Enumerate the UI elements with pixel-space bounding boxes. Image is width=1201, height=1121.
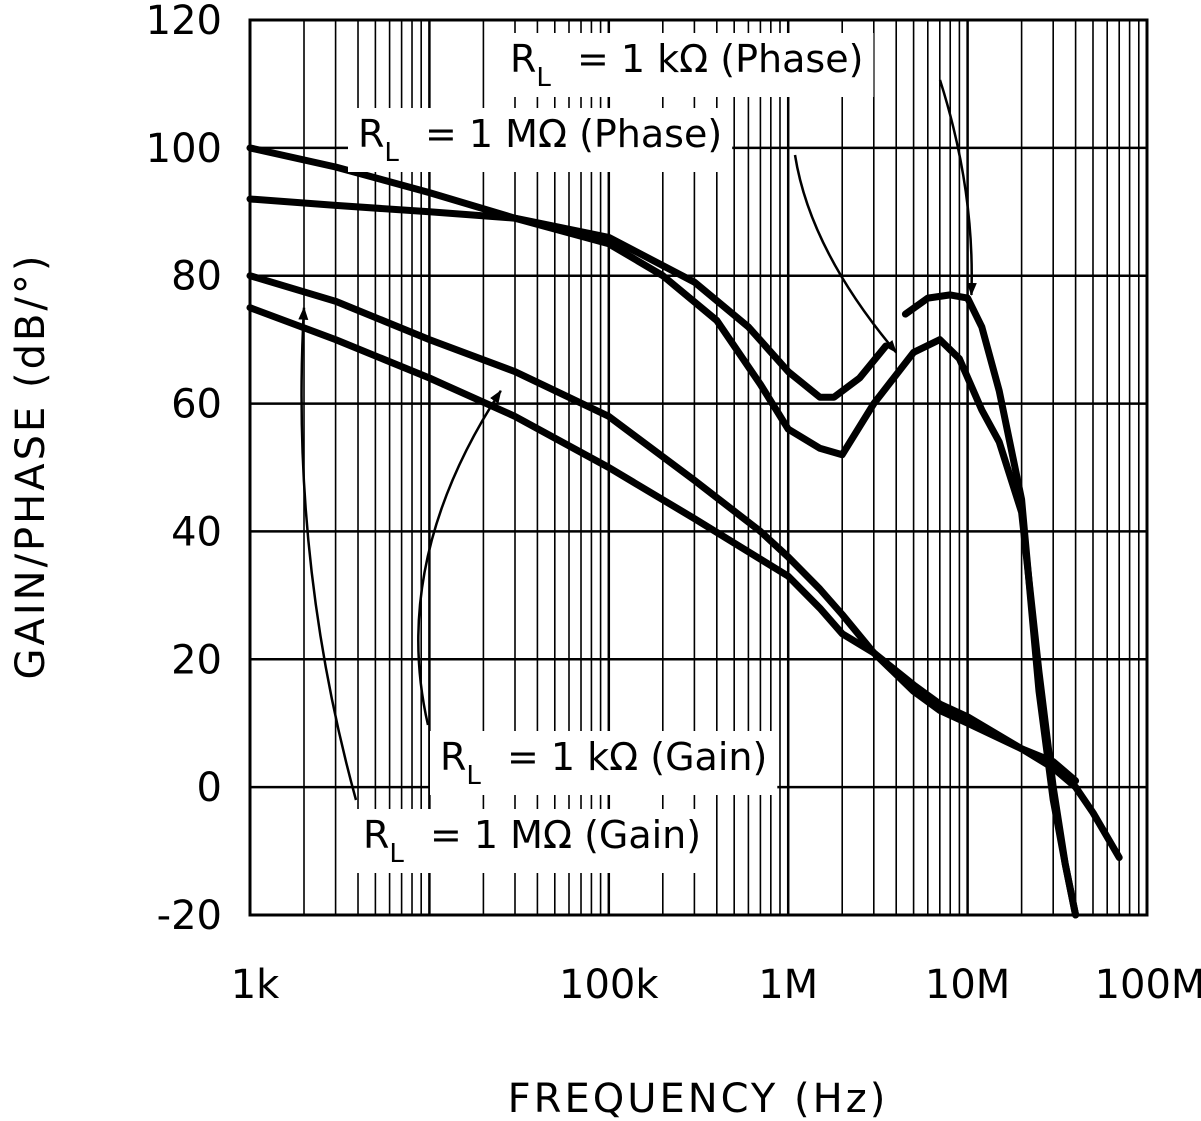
label-background	[430, 731, 778, 795]
y-tick-label: 0	[197, 765, 222, 811]
y-tick-label: 80	[171, 254, 222, 300]
series-line-1	[246, 195, 890, 401]
label-rest: = 1 MΩ (Phase)	[413, 112, 722, 156]
series-line-4	[246, 272, 1080, 785]
label-main: R	[358, 112, 384, 156]
label-background	[500, 33, 874, 97]
label-subscript: L	[389, 839, 404, 869]
series-label-text: RL = 1 kΩ (Phase)	[510, 37, 863, 93]
y-tick-label: -20	[157, 893, 222, 939]
y-tick-label: 100	[146, 126, 222, 172]
label-subscript: L	[384, 138, 399, 168]
series-line-1-segment-2	[901, 291, 1080, 919]
y-tick-label: 20	[171, 637, 222, 683]
series-label-2: RL = 1 MΩ (Phase)	[348, 108, 733, 172]
series-label-3: RL = 1 kΩ (Gain)	[430, 731, 778, 795]
y-tick-label: 120	[146, 0, 222, 44]
annotation-arrow	[417, 389, 502, 726]
label-subscript: L	[536, 63, 551, 93]
label-rest: = 1 MΩ (Gain)	[418, 813, 701, 857]
annotations: RL = 1 kΩ (Phase)RL = 1 MΩ (Phase)RL = 1…	[298, 33, 977, 873]
annotation-arrow	[938, 79, 977, 296]
series-line-2	[246, 144, 1080, 919]
y-axis-title: GAIN/PHASE (dB/°)	[8, 252, 54, 679]
x-axis-title: FREQUENCY (Hz)	[508, 1076, 889, 1121]
label-rest: = 1 kΩ (Gain)	[495, 735, 767, 779]
series-line-3	[246, 304, 1123, 861]
series-layer	[246, 144, 1123, 919]
series-label-text: RL = 1 kΩ (Gain)	[440, 735, 767, 791]
label-background	[353, 809, 712, 873]
series-label-1: RL = 1 kΩ (Phase)	[500, 33, 874, 97]
annotation-arrow	[793, 154, 898, 354]
label-subscript: L	[466, 761, 481, 791]
plot-frame	[248, 18, 1149, 917]
label-main: R	[363, 813, 389, 857]
x-tick-label: 1M	[758, 962, 818, 1008]
series-label-4: RL = 1 MΩ (Gain)	[353, 809, 712, 873]
series-label-text: RL = 1 MΩ (Gain)	[363, 813, 701, 869]
label-rest: = 1 kΩ (Phase)	[565, 37, 864, 81]
annotation-arrow	[298, 306, 358, 801]
label-main: R	[510, 37, 536, 81]
x-tick-label: 1k	[231, 962, 280, 1008]
x-tick-label: 100M	[1095, 962, 1201, 1008]
x-tick-label: 10M	[925, 962, 1010, 1008]
series-label-text: RL = 1 MΩ (Phase)	[358, 112, 722, 168]
x-tick-label: 100k	[559, 962, 659, 1008]
y-tick-label: 60	[171, 382, 222, 428]
label-background	[348, 108, 733, 172]
y-tick-label: 40	[171, 509, 222, 555]
label-main: R	[440, 735, 466, 779]
